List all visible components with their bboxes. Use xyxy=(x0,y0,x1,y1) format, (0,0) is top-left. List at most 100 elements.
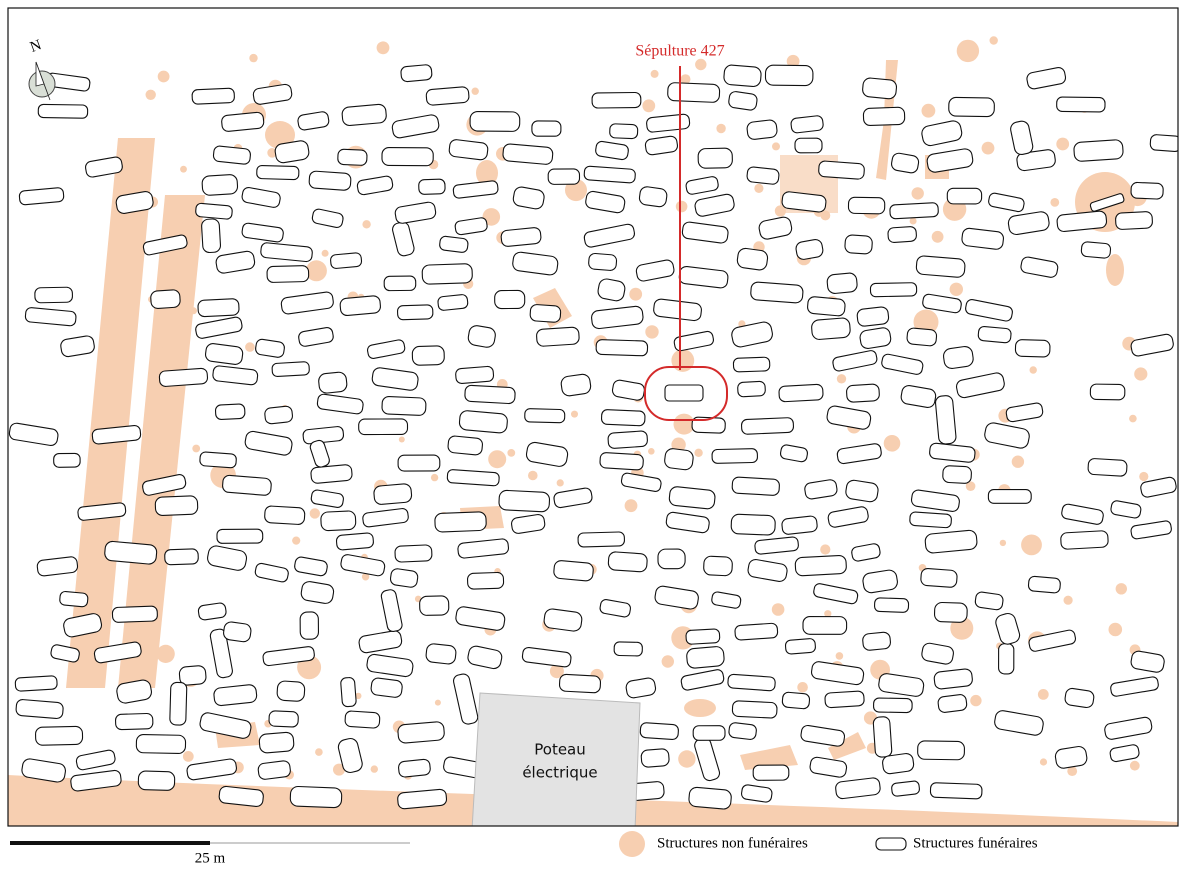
grave xyxy=(803,617,847,635)
grave xyxy=(1081,241,1111,258)
grave xyxy=(112,606,157,622)
pit xyxy=(774,753,780,759)
grave xyxy=(965,299,1014,322)
grave xyxy=(863,107,905,126)
grave xyxy=(104,541,157,565)
grave xyxy=(929,443,976,463)
pit xyxy=(315,748,323,756)
pit xyxy=(1064,596,1073,605)
pit xyxy=(970,695,981,706)
grave xyxy=(38,104,88,118)
grave xyxy=(297,111,330,131)
grave xyxy=(1110,500,1142,519)
pit xyxy=(695,59,706,70)
grave xyxy=(983,422,1030,450)
grave xyxy=(578,532,625,547)
grave xyxy=(294,556,328,576)
grave xyxy=(536,327,579,347)
grave xyxy=(1015,339,1050,357)
pit xyxy=(694,449,702,457)
grave xyxy=(588,253,617,271)
grave xyxy=(1109,744,1140,762)
grave xyxy=(345,711,380,729)
pit xyxy=(306,260,327,281)
grave xyxy=(8,422,58,446)
grave xyxy=(592,92,641,108)
grave xyxy=(735,623,778,640)
pit xyxy=(183,751,194,762)
grave xyxy=(258,760,292,780)
grave xyxy=(1088,458,1127,476)
grave xyxy=(641,748,670,767)
grave xyxy=(340,677,356,707)
grave xyxy=(698,148,733,168)
grave xyxy=(358,630,403,654)
grave xyxy=(811,661,865,686)
grave xyxy=(391,221,415,257)
grave xyxy=(795,138,822,153)
grave xyxy=(340,554,386,577)
grave xyxy=(459,410,508,433)
grave xyxy=(937,694,967,713)
grave xyxy=(711,591,742,609)
grave xyxy=(754,537,798,555)
grave xyxy=(54,453,81,467)
grave xyxy=(862,569,899,594)
grave xyxy=(746,166,779,184)
grave-427 xyxy=(665,385,703,401)
grave xyxy=(978,326,1012,343)
grave xyxy=(669,486,716,509)
grave xyxy=(846,384,879,403)
pit xyxy=(1021,535,1042,556)
grave xyxy=(732,477,780,496)
grave xyxy=(813,583,859,605)
pole-label: électrique xyxy=(522,764,597,782)
grave xyxy=(277,681,305,702)
pit xyxy=(821,211,831,221)
grave xyxy=(435,512,487,533)
grave xyxy=(398,759,431,778)
grave xyxy=(790,115,823,133)
pit xyxy=(754,184,763,193)
grave xyxy=(679,266,729,289)
grave xyxy=(159,368,208,387)
grave xyxy=(591,306,644,330)
grave xyxy=(16,699,64,719)
pit xyxy=(651,70,659,78)
grave xyxy=(221,112,264,132)
grave xyxy=(639,186,668,208)
grave xyxy=(338,149,368,165)
grave xyxy=(686,629,720,645)
grave xyxy=(390,568,419,588)
grave xyxy=(921,120,964,147)
grave xyxy=(955,372,1005,399)
grave xyxy=(400,64,432,82)
legend-label: Structures funéraires xyxy=(913,835,1038,851)
pit xyxy=(557,479,564,486)
grave xyxy=(608,552,648,573)
grave xyxy=(930,783,982,799)
grave xyxy=(253,84,293,106)
grave xyxy=(257,165,299,179)
grave xyxy=(192,88,235,104)
grave xyxy=(195,316,243,339)
grave xyxy=(611,379,645,401)
pit xyxy=(676,201,688,213)
grave xyxy=(736,247,768,270)
grave xyxy=(150,289,180,308)
grave xyxy=(255,338,285,358)
grave xyxy=(465,385,516,404)
grave xyxy=(999,644,1014,674)
grave xyxy=(455,606,506,631)
grave xyxy=(874,598,908,613)
grave xyxy=(201,219,221,253)
grave xyxy=(467,572,503,589)
grave xyxy=(614,642,642,656)
pit xyxy=(146,90,156,100)
grave xyxy=(447,435,483,455)
pit xyxy=(399,437,405,443)
legend-label: Structures non funéraires xyxy=(657,835,808,851)
grave xyxy=(1054,745,1088,769)
pit xyxy=(820,544,830,554)
pit xyxy=(1134,367,1147,380)
